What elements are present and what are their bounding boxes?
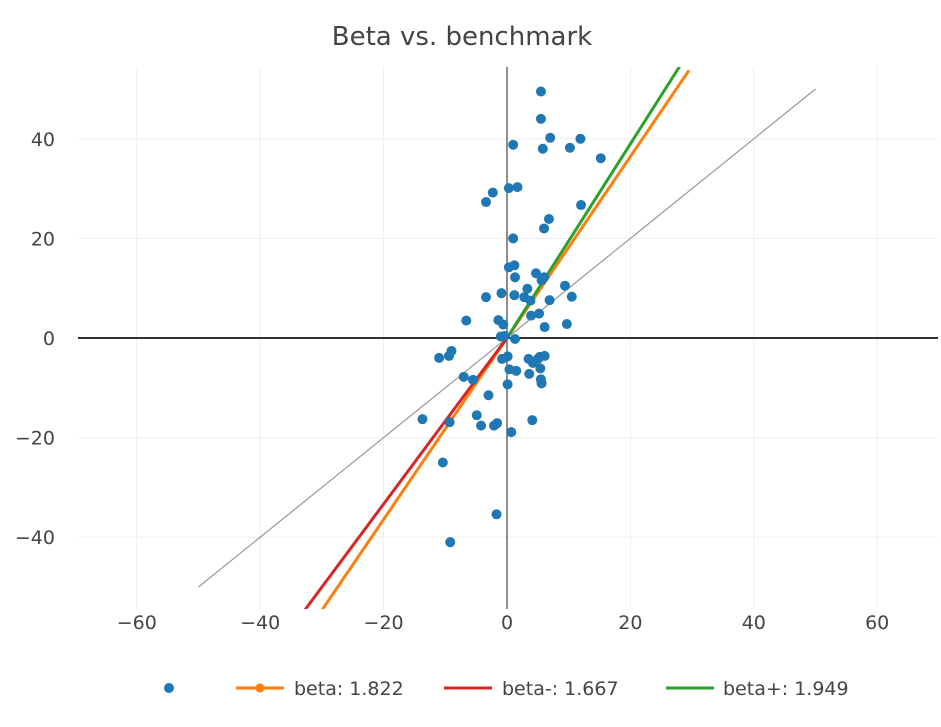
x-tick-label: 40	[742, 612, 766, 634]
y-tick-label: 0	[43, 328, 55, 350]
scatter-point	[526, 310, 537, 321]
scatter-point	[509, 290, 520, 301]
scatter-point	[543, 213, 554, 224]
scatter-point	[576, 200, 587, 211]
scatter-point	[535, 86, 546, 97]
scatter-point	[534, 308, 545, 319]
scatter-point	[508, 139, 519, 150]
scatter-point	[566, 291, 577, 302]
scatter-point	[471, 410, 482, 421]
scatter-point	[535, 363, 546, 374]
scatter-point	[544, 295, 555, 306]
scatter-point	[458, 371, 469, 382]
scatter-point	[527, 357, 538, 368]
scatter-point	[502, 379, 513, 390]
scatter-point	[524, 368, 535, 379]
y-tick-label: 20	[31, 228, 55, 250]
legend-marker-scatter[interactable]	[164, 683, 174, 693]
scatter-point	[437, 457, 448, 468]
scatter-point	[503, 183, 514, 194]
scatter-point	[506, 427, 517, 438]
scatter-point	[508, 233, 519, 244]
scatter-point	[499, 331, 510, 342]
scatter-point	[512, 182, 523, 193]
scatter-point	[535, 113, 546, 124]
y-tick-label: −40	[15, 527, 55, 549]
scatter-points	[417, 86, 606, 548]
scatter-point	[510, 272, 521, 283]
scatter-point	[496, 288, 507, 299]
y-tick-label: −20	[15, 428, 55, 450]
scatter-point	[476, 420, 487, 431]
scatter-point	[498, 319, 509, 330]
scatter-point	[481, 292, 492, 303]
fit-lines-layer	[303, 67, 691, 609]
scatter-point	[545, 132, 556, 143]
scatter-point	[444, 417, 455, 428]
scatter-point	[487, 187, 498, 198]
x-tick-label: 0	[501, 612, 513, 634]
scatter-point	[522, 283, 533, 294]
chart-title: Beta vs. benchmark	[332, 22, 592, 52]
scatter-point	[536, 378, 547, 389]
y-tick-labels: −40 −20 0 20 40	[15, 129, 55, 549]
scatter-point	[417, 414, 428, 425]
scatter-point	[491, 509, 502, 520]
beta-minus-line	[303, 337, 509, 609]
scatter-point	[510, 333, 521, 344]
x-tick-labels: −60 −40 −20 0 20 40 60	[117, 612, 890, 634]
scatter-point	[468, 374, 479, 385]
legend-label-beta[interactable]: beta: 1.822	[294, 678, 404, 700]
scatter-point	[504, 364, 515, 375]
x-tick-label: −20	[364, 612, 404, 634]
scatter-point	[481, 197, 492, 208]
legend-label-beta-plus[interactable]: beta+: 1.949	[723, 678, 849, 700]
scatter-point	[502, 351, 513, 362]
scatter-point	[561, 319, 572, 330]
legend-marker-beta[interactable]	[255, 683, 265, 693]
scatter-point	[525, 295, 536, 306]
beta-plus-line	[505, 67, 682, 339]
scatter-point	[434, 352, 445, 363]
x-tick-label: −40	[240, 612, 280, 634]
scatter-point	[539, 223, 550, 234]
scatter-point	[530, 268, 541, 279]
scatter-point	[444, 350, 455, 361]
scatter-point	[595, 153, 606, 164]
legend[interactable]: beta: 1.822 beta-: 1.667 beta+: 1.949	[164, 678, 849, 700]
scatter-point	[539, 272, 550, 283]
scatter-point	[527, 415, 538, 426]
scatter-point	[575, 133, 586, 144]
legend-label-beta-minus[interactable]: beta-: 1.667	[502, 678, 619, 700]
scatter-point	[564, 142, 575, 153]
scatter-point	[509, 260, 520, 271]
scatter-point	[489, 420, 500, 431]
x-tick-label: 60	[865, 612, 889, 634]
scatter-point	[537, 143, 548, 154]
scatter-point	[539, 322, 550, 333]
y-tick-label: 40	[31, 129, 55, 151]
scatter-point	[461, 315, 472, 326]
x-tick-label: 20	[618, 612, 642, 634]
x-tick-label: −60	[117, 612, 157, 634]
scatter-point	[559, 280, 570, 291]
scatter-point	[445, 537, 456, 548]
scatter-point	[483, 390, 494, 401]
